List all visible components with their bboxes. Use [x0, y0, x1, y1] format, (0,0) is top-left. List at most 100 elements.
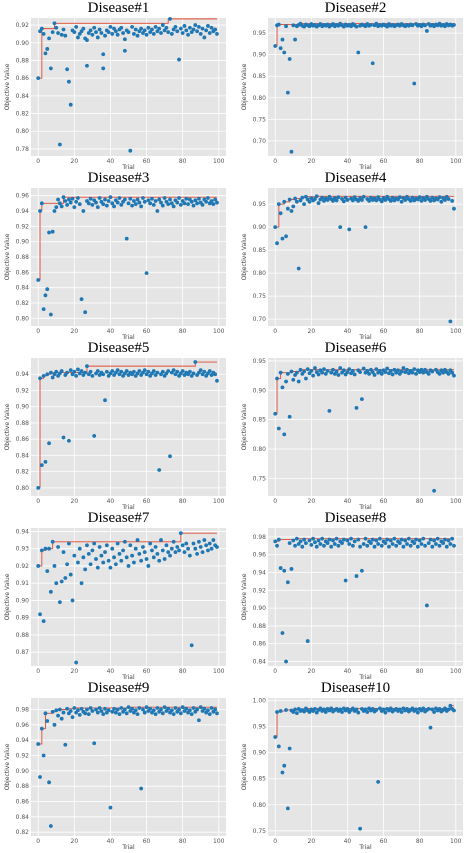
- chart-title: Disease#5: [87, 340, 150, 356]
- data-point: [132, 199, 136, 203]
- data-point: [370, 370, 375, 374]
- data-point: [207, 369, 212, 373]
- data-point: [72, 553, 77, 558]
- plot-background: [268, 18, 463, 156]
- data-point: [443, 537, 447, 542]
- data-point: [115, 541, 120, 546]
- data-point: [164, 543, 169, 548]
- data-point: [47, 441, 51, 446]
- data-point: [202, 538, 207, 542]
- y-tick-label: 0.92: [16, 753, 30, 760]
- x-tick-label: 0: [36, 158, 40, 165]
- data-point: [103, 398, 107, 403]
- y-tick-label: 0.88: [16, 57, 30, 64]
- data-point: [59, 579, 64, 584]
- x-tick-label: 80: [179, 158, 187, 165]
- data-point: [197, 539, 201, 544]
- y-tick-label: 0.80: [253, 95, 267, 102]
- data-point: [383, 710, 388, 715]
- data-point: [47, 780, 51, 785]
- data-point: [305, 639, 310, 643]
- data-point: [106, 558, 111, 563]
- y-tick-label: 0.82: [16, 111, 30, 118]
- data-point: [74, 199, 79, 204]
- data-point: [345, 707, 350, 711]
- data-point: [376, 542, 381, 546]
- data-point: [39, 548, 44, 553]
- data-point: [313, 366, 317, 370]
- y-tick-label: 0.94: [16, 208, 30, 215]
- data-point: [282, 568, 287, 573]
- data-point: [70, 196, 75, 201]
- data-point: [387, 544, 391, 549]
- data-point: [414, 371, 418, 376]
- y-tick-label: 0.90: [16, 768, 30, 775]
- data-point: [397, 541, 402, 546]
- data-point: [376, 779, 381, 784]
- data-point: [322, 543, 326, 548]
- data-point: [430, 544, 435, 549]
- data-point: [157, 558, 162, 563]
- x-tick-label: 80: [179, 838, 187, 845]
- x-tick-label: 100: [213, 498, 225, 505]
- y-tick-label: 0.95: [253, 201, 267, 208]
- data-point: [124, 369, 129, 373]
- y-tick-label: 0.84: [16, 93, 30, 100]
- data-point: [124, 711, 129, 716]
- x-tick-label: 100: [450, 838, 462, 845]
- data-point: [285, 206, 290, 211]
- data-point: [415, 544, 420, 549]
- y-tick-label: 0.90: [253, 52, 267, 59]
- data-point: [437, 195, 442, 200]
- y-tick-label: 0.91: [16, 580, 30, 587]
- data-point: [202, 369, 207, 374]
- data-point: [446, 538, 451, 543]
- data-point: [112, 26, 116, 31]
- data-point: [191, 27, 196, 32]
- data-point: [52, 564, 57, 568]
- x-tick-label: 0: [36, 668, 40, 675]
- x-axis-label: Trial: [121, 504, 135, 510]
- data-point: [178, 26, 183, 31]
- data-point: [92, 434, 97, 438]
- data-point: [341, 199, 346, 204]
- data-point: [175, 369, 180, 374]
- data-point: [327, 408, 332, 413]
- data-point: [99, 553, 104, 558]
- data-point: [209, 25, 214, 30]
- data-point: [119, 369, 124, 374]
- data-point: [151, 32, 156, 36]
- data-point: [289, 149, 294, 154]
- data-point: [298, 367, 303, 372]
- data-point: [166, 550, 171, 555]
- data-point: [182, 201, 187, 206]
- data-point: [122, 539, 127, 544]
- x-tick-label: 100: [450, 498, 462, 505]
- data-point: [99, 31, 104, 35]
- data-point: [151, 555, 156, 560]
- data-point: [180, 369, 185, 373]
- x-axis-label: Trial: [358, 164, 372, 170]
- data-point: [432, 710, 437, 714]
- data-point: [280, 37, 285, 42]
- y-tick-label: 0.96: [16, 722, 30, 729]
- data-point: [57, 142, 62, 147]
- data-point: [157, 26, 162, 31]
- data-point: [291, 204, 296, 209]
- y-axis-label: Objective Value: [241, 573, 248, 620]
- data-point: [168, 454, 172, 459]
- data-point: [119, 25, 124, 30]
- data-point: [273, 225, 278, 229]
- data-point: [160, 369, 165, 374]
- data-point: [331, 538, 335, 543]
- data-point: [356, 198, 361, 203]
- data-point: [356, 537, 361, 542]
- data-point: [435, 536, 440, 541]
- data-point: [171, 712, 176, 716]
- data-point: [198, 368, 203, 373]
- data-point: [155, 551, 160, 556]
- x-tick-label: 100: [213, 838, 225, 845]
- x-tick-label: 20: [308, 838, 316, 845]
- data-point: [68, 572, 73, 577]
- data-point: [153, 199, 158, 203]
